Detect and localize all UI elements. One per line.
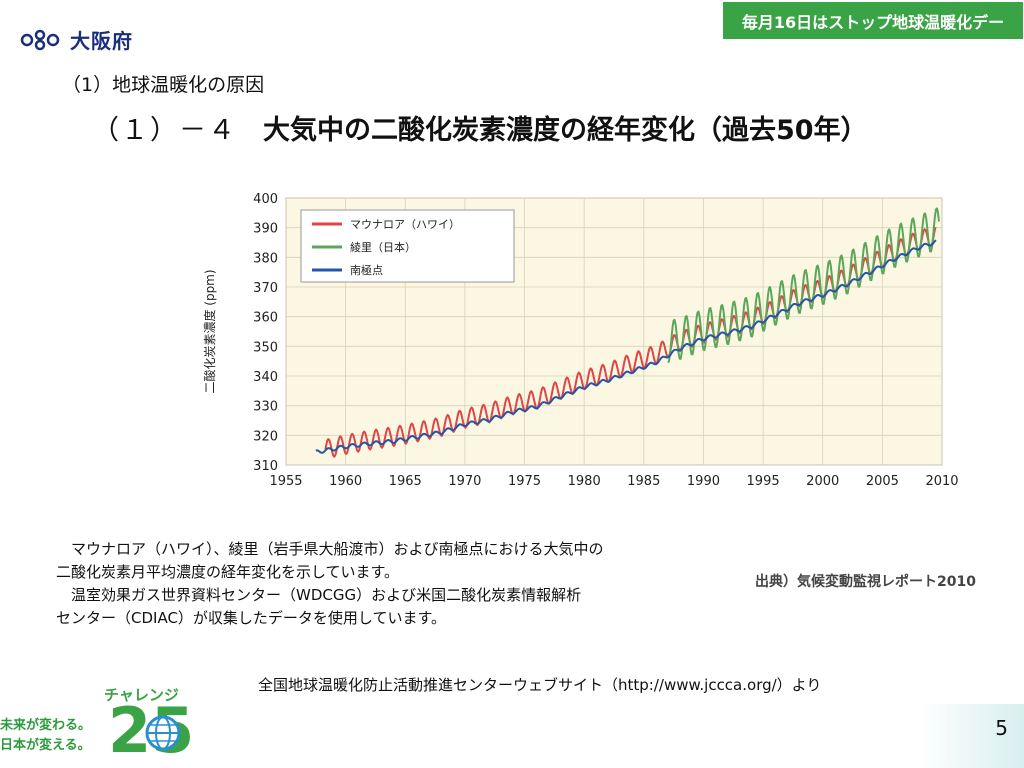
osaka-logo: 大阪府: [20, 25, 133, 54]
y-tick-label: 350: [253, 340, 278, 355]
y-tick-label: 330: [253, 400, 278, 415]
campaign-banner: 毎月16日はストップ地球温暖化デー: [723, 2, 1023, 39]
slogan-line: 未来が変わる。: [0, 718, 92, 733]
x-tick-label: 1975: [508, 474, 541, 489]
x-tick-label: 2000: [806, 474, 839, 489]
x-tick-label: 1960: [329, 474, 362, 489]
x-tick-label: 1970: [448, 474, 481, 489]
challenge25-logo: チャレンジ 未来が変わる。 日本が変える。 25: [0, 684, 194, 768]
y-axis-label: 二酸化炭素濃度 (ppm): [202, 269, 217, 393]
x-tick-label: 1955: [269, 474, 302, 489]
slogan-line: 日本が変える。: [0, 738, 91, 753]
y-tick-label: 380: [253, 251, 278, 266]
description-line: 二酸化炭素月平均濃度の経年変化を示しています。: [56, 563, 400, 581]
y-tick-label: 360: [253, 311, 278, 326]
x-tick-label: 1990: [687, 474, 720, 489]
y-tick-label: 310: [253, 459, 278, 474]
section-subtitle: （1）地球温暖化の原因: [62, 74, 265, 96]
series-line: [315, 239, 937, 454]
source-citation: 出典）気候変動監視レポート2010: [755, 574, 976, 590]
challenge-label: チャレンジ: [104, 686, 179, 704]
footer-attribution: 全国地球温暖化防止活動推進センターウェブサイト（http://www.jccca…: [258, 676, 822, 694]
y-tick-label: 400: [253, 192, 278, 207]
description-line: 温室効果ガス世界資料センター（WDCGG）および米国二酸化炭素情報解析: [56, 586, 582, 604]
legend-label: 綾里（日本）: [350, 240, 416, 254]
page-number-badge: 5: [918, 704, 1024, 768]
page-title: （１）－４ 大気中の二酸化炭素濃度の経年変化（過去50年）: [92, 108, 868, 147]
osaka-emblem-icon: [20, 29, 60, 50]
x-tick-label: 2005: [866, 474, 899, 489]
series-line: [667, 207, 940, 363]
challenge-slogan: 未来が変わる。 日本が変える。: [0, 716, 91, 756]
title-text: 大気中の二酸化炭素濃度の経年変化（過去50年）: [263, 115, 868, 146]
description-line: マウナロア（ハワイ）、綾里（岩手県大船渡市）および南極点における大気中の: [56, 540, 604, 558]
chart-description: マウナロア（ハワイ）、綾里（岩手県大船渡市）および南極点における大気中の 二酸化…: [56, 538, 736, 630]
chart-legend: マウナロア（ハワイ） 綾里（日本） 南極点: [300, 209, 515, 283]
x-tick-label: 1980: [568, 474, 601, 489]
globe-icon: [145, 715, 181, 751]
x-tick-label: 1995: [747, 474, 780, 489]
y-tick-label: 340: [253, 370, 278, 385]
y-tick-label: 370: [253, 281, 278, 296]
logo-text: 大阪府: [70, 29, 133, 53]
legend-label: マウナロア（ハワイ）: [350, 218, 460, 231]
x-tick-label: 2010: [925, 474, 958, 489]
x-tick-label: 1965: [389, 474, 422, 489]
description-line: センター（CDIAC）が収集したデータを使用しています。: [56, 609, 446, 627]
co2-concentration-chart: 310 320 330 340 350 360 370 380 390 400 1955 1960 19…: [202, 192, 959, 489]
page-number: 5: [995, 716, 1008, 740]
title-number: （１）－４: [92, 115, 237, 146]
legend-label: 南極点: [350, 263, 383, 277]
x-tick-label: 1985: [627, 474, 660, 489]
y-tick-label: 320: [253, 429, 278, 444]
y-tick-label: 390: [253, 222, 278, 237]
